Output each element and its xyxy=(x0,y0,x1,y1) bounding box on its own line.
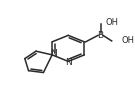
Text: OH: OH xyxy=(122,36,135,45)
Text: B: B xyxy=(97,31,104,40)
Text: OH: OH xyxy=(105,18,119,27)
Text: N: N xyxy=(65,58,72,67)
Text: N: N xyxy=(50,49,57,58)
